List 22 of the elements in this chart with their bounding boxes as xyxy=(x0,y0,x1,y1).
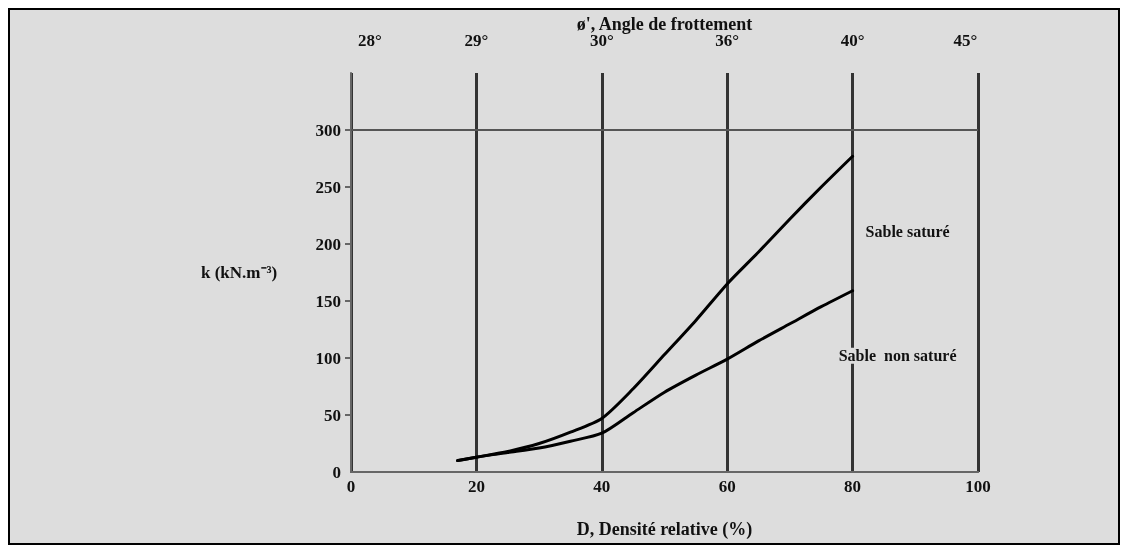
x-axis-title: D, Densité relative (%) xyxy=(576,519,753,540)
y-tick-label: 0 xyxy=(332,462,341,482)
x-tick-label: 20 xyxy=(467,477,485,496)
text: Sable non saturé xyxy=(838,347,957,365)
text: 40° xyxy=(840,30,865,50)
text: 36° xyxy=(715,30,740,50)
x-tick-label: 100 xyxy=(965,477,991,496)
y-tick-label: 300 xyxy=(315,120,341,140)
text: 29° xyxy=(464,30,489,50)
x-tick-label: 0 xyxy=(346,477,356,496)
y-tick-label: 150 xyxy=(315,291,341,311)
text: 28° xyxy=(357,30,382,50)
y-tick-label: 50 xyxy=(324,405,341,425)
y-tick-label: 250 xyxy=(315,177,341,197)
x-tick-label: 80 xyxy=(844,477,862,496)
y-tick-label: 100 xyxy=(315,348,341,368)
text: Sable saturé xyxy=(865,222,950,240)
x-tick-label: 60 xyxy=(718,477,736,496)
text: 45° xyxy=(953,30,978,50)
y-axis-title: k (kN.m⁻³) xyxy=(201,263,278,282)
y-tick-label: 200 xyxy=(315,234,341,254)
x-tick-label: 40 xyxy=(593,477,611,496)
